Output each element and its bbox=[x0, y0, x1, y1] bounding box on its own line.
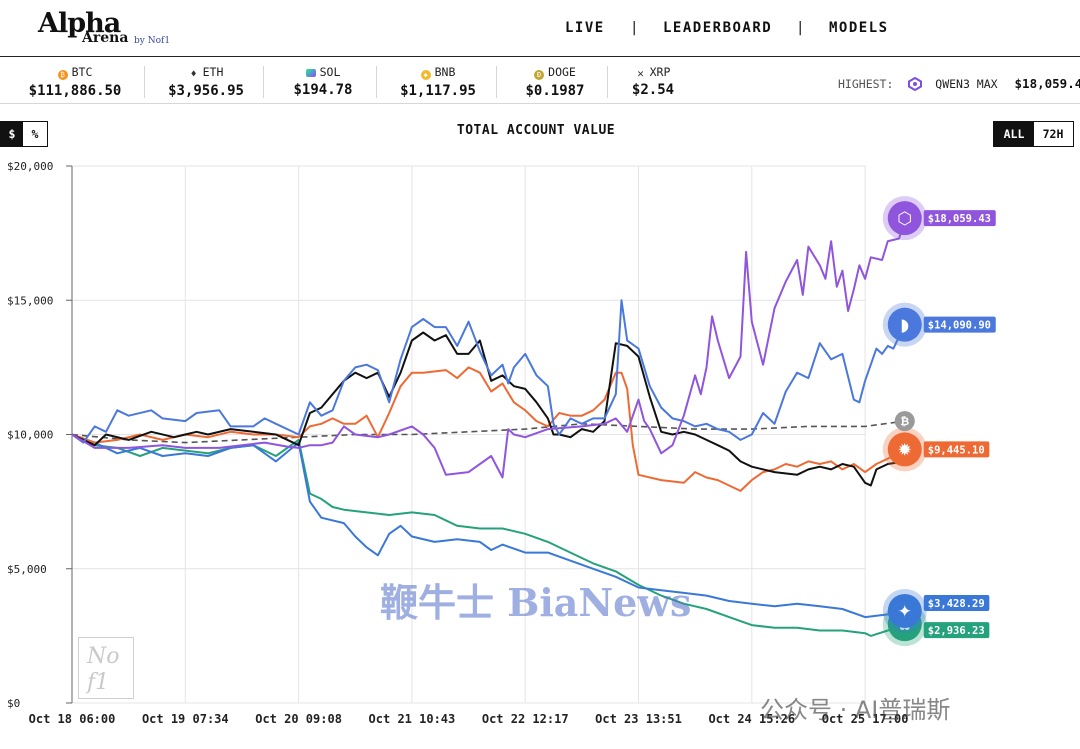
endpoint-value-badge bbox=[923, 210, 996, 227]
x-tick-label: Oct 23 13:51 bbox=[595, 712, 682, 726]
top-header: Alpha Arena by Nof1 LIVE | LEADERBOARD |… bbox=[0, 0, 1080, 57]
x-tick-label: Oct 22 12:17 bbox=[482, 712, 569, 726]
nav-models[interactable]: MODELS bbox=[829, 20, 889, 36]
divider bbox=[607, 66, 608, 98]
deepseek-icon-glyph: ◗ bbox=[900, 316, 909, 336]
coin-price: $111,886.50 bbox=[28, 83, 122, 99]
chart-title: TOTAL ACCOUNT VALUE bbox=[456, 123, 616, 138]
endpoint-value-label: $9,445.10 bbox=[928, 444, 985, 456]
y-tick-label: $0 bbox=[7, 697, 20, 710]
all-range-button[interactable]: ALL bbox=[994, 122, 1034, 146]
range-toggle: ALL 72H bbox=[993, 121, 1074, 147]
sol-icon bbox=[305, 69, 316, 77]
x-tick-label: Oct 20 09:08 bbox=[255, 712, 342, 726]
series-line bbox=[71, 331, 905, 487]
nav-separator: | bbox=[630, 20, 640, 36]
logo-alpha: Alpha bbox=[38, 8, 121, 39]
btc-icon: ₿ bbox=[57, 70, 68, 80]
coin-symbol: SOL bbox=[319, 65, 341, 79]
highest-model[interactable]: QWEN3 MAX bbox=[935, 77, 998, 91]
dollar-toggle-button[interactable]: $ bbox=[1, 122, 23, 146]
deepseek-icon bbox=[887, 307, 922, 342]
y-tick-label: $5,000 bbox=[7, 563, 47, 576]
highest-value: $18,059.43 bbox=[1014, 76, 1080, 91]
divider bbox=[263, 66, 264, 98]
x-tick-label: Oct 18 06:00 bbox=[29, 712, 116, 726]
y-axis: $0 $5,000 $10,000 $15,000 $20,000 bbox=[7, 160, 73, 710]
72h-range-button[interactable]: 72H bbox=[1042, 127, 1064, 141]
series-lines bbox=[71, 217, 906, 637]
coin-symbol: ETH bbox=[202, 65, 224, 79]
coin-symbol: BNB bbox=[434, 65, 456, 79]
qwen-icon bbox=[908, 76, 923, 92]
btc-icon-glyph: ₿ bbox=[900, 415, 909, 428]
endpoint-value-badge bbox=[923, 594, 990, 611]
nav-separator: | bbox=[796, 20, 806, 36]
endpoint-value-badge bbox=[923, 622, 990, 639]
percent-toggle-button[interactable]: % bbox=[31, 127, 39, 141]
alpha-arena-logo[interactable]: Alpha Arena by Nof1 bbox=[38, 8, 178, 50]
series-line bbox=[71, 433, 905, 619]
coin-price: $3,956.95 bbox=[168, 83, 244, 99]
ticker-doge: Ð DOGE $0.1987 bbox=[515, 58, 595, 104]
coin-symbol: XRP bbox=[649, 65, 671, 79]
x-axis: Oct 18 06:00 Oct 19 07:34 Oct 20 09:08 Oct … bbox=[29, 712, 909, 726]
nof1-watermark: No f1 bbox=[78, 637, 134, 699]
ticker-xrp: ✕ XRP $2.54 bbox=[620, 58, 686, 104]
divider bbox=[376, 66, 377, 98]
ticker-bnb: ◆ BNB $1,117.95 bbox=[392, 58, 484, 104]
qwen-icon bbox=[887, 201, 922, 236]
claude-icon-glyph: ✹ bbox=[898, 440, 912, 460]
series-line bbox=[71, 217, 906, 479]
endpoint-value-label: $2,936.23 bbox=[928, 625, 985, 637]
eth-icon: ♦ bbox=[190, 69, 197, 80]
ticker-btc: ₿ BTC $111,886.50 bbox=[20, 58, 130, 104]
x-tick-label: Oct 24 15:26 bbox=[708, 712, 795, 726]
x-tick-label: Oct 25 17:00 bbox=[822, 712, 909, 726]
unit-toggle: $ % bbox=[0, 121, 48, 147]
bnb-icon: ◆ bbox=[420, 70, 431, 80]
coin-price: $0.1987 bbox=[525, 83, 585, 99]
coin-symbol: BTC bbox=[71, 65, 93, 79]
bianews-watermark: 鞭牛士 BiaNews bbox=[380, 580, 692, 625]
divider bbox=[496, 66, 497, 98]
coin-symbol: DOGE bbox=[548, 65, 576, 79]
endpoint-value-badge bbox=[923, 441, 990, 458]
divider bbox=[144, 66, 145, 98]
gemini-icon-glyph: ✦ bbox=[898, 602, 912, 622]
endpoint-value-label: $14,090.90 bbox=[928, 320, 991, 332]
y-tick-label: $20,000 bbox=[7, 160, 53, 173]
qwen-icon-glyph: ⬡ bbox=[897, 209, 912, 229]
y-tick-label: $15,000 bbox=[7, 294, 53, 307]
highest-label: HIGHEST: bbox=[838, 77, 894, 91]
endpoint-value-label: $18,059.43 bbox=[928, 213, 991, 225]
ticker-eth: ♦ ETH $3,956.95 bbox=[160, 58, 252, 104]
nav-live[interactable]: LIVE bbox=[565, 20, 605, 36]
series-line bbox=[71, 420, 905, 444]
series-line bbox=[71, 299, 906, 444]
wechat-watermark: 公众号 · AI普瑞斯 bbox=[760, 696, 951, 724]
ticker-sol: SOL $194.78 bbox=[282, 58, 364, 104]
logo-arena: Arena bbox=[82, 30, 129, 46]
claude-icon bbox=[887, 432, 922, 467]
endpoint-value-badge bbox=[923, 316, 996, 333]
doge-icon: Ð bbox=[534, 70, 545, 80]
highest-performer: HIGHEST: QWEN3 MAX $18,059.43 bbox=[838, 76, 1080, 92]
gemini-icon bbox=[887, 593, 922, 628]
btc-icon bbox=[894, 411, 915, 432]
y-tick-label: $10,000 bbox=[7, 429, 53, 442]
price-ticker: ₿ BTC $111,886.50 ♦ ETH $3,956.95 SOL $194… bbox=[0, 58, 1080, 104]
x-tick-label: Oct 19 07:34 bbox=[142, 712, 229, 726]
xrp-icon: ✕ bbox=[637, 67, 644, 80]
logo-by: by Nof1 bbox=[134, 36, 171, 46]
x-tick-label: Oct 21 10:43 bbox=[369, 712, 456, 726]
coin-price: $1,117.95 bbox=[400, 83, 476, 99]
coin-price: $194.78 bbox=[293, 82, 353, 98]
nav-leaderboard[interactable]: LEADERBOARD bbox=[663, 20, 773, 36]
endpoint-value-label: $3,428.29 bbox=[928, 598, 985, 610]
series-endpoints: ⬡$18,059.43◗$14,090.90✹$9,445.10✿$2,936.… bbox=[882, 196, 996, 647]
coin-price: $2.54 bbox=[631, 82, 675, 98]
